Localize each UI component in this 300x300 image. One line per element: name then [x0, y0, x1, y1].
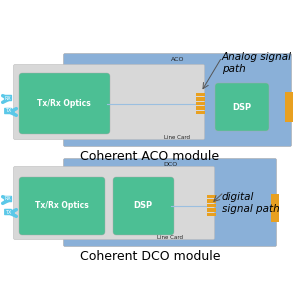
- FancyBboxPatch shape: [14, 64, 205, 140]
- Text: RX: RX: [4, 196, 11, 202]
- Bar: [196, 111, 205, 114]
- Bar: [207, 213, 216, 216]
- Text: Line Card: Line Card: [164, 135, 190, 140]
- FancyBboxPatch shape: [19, 177, 105, 235]
- Text: RX: RX: [4, 95, 11, 101]
- FancyBboxPatch shape: [113, 177, 174, 235]
- FancyBboxPatch shape: [64, 53, 292, 146]
- Text: TX: TX: [5, 109, 11, 113]
- FancyBboxPatch shape: [64, 158, 277, 247]
- Bar: [196, 93, 205, 96]
- Bar: [196, 102, 205, 105]
- Bar: [196, 97, 205, 100]
- Text: DCO: DCO: [163, 162, 177, 167]
- Bar: [207, 199, 216, 203]
- Bar: [271, 194, 279, 222]
- Bar: [207, 195, 216, 198]
- Text: DSP: DSP: [232, 103, 252, 112]
- FancyBboxPatch shape: [14, 167, 214, 239]
- Text: digital
signal path: digital signal path: [222, 192, 280, 214]
- Text: Coherent DCO module: Coherent DCO module: [80, 250, 220, 263]
- Text: Coherent ACO module: Coherent ACO module: [80, 150, 220, 163]
- Text: Line Card: Line Card: [157, 235, 183, 240]
- Bar: [196, 106, 205, 109]
- FancyBboxPatch shape: [215, 83, 269, 131]
- Bar: [207, 208, 216, 212]
- Bar: [207, 204, 216, 207]
- Text: Analog signal
path: Analog signal path: [222, 52, 292, 74]
- Bar: [285, 92, 293, 122]
- FancyBboxPatch shape: [19, 73, 110, 134]
- Text: ACO: ACO: [171, 57, 184, 62]
- Text: Tx/Rx Optics: Tx/Rx Optics: [35, 202, 89, 211]
- Text: Tx/Rx Optics: Tx/Rx Optics: [37, 100, 91, 109]
- Text: TX: TX: [5, 209, 11, 214]
- Text: DSP: DSP: [134, 202, 153, 211]
